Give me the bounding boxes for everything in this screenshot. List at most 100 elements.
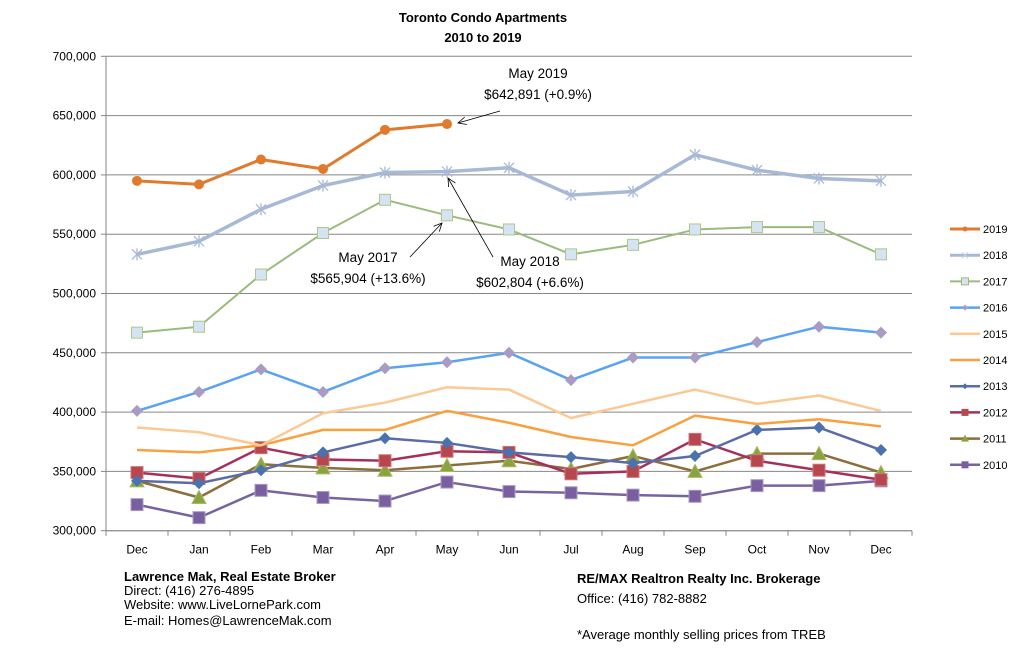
data-point-2012	[688, 432, 702, 446]
data-point-2017	[751, 221, 763, 234]
legend-item-2017: 2017	[950, 276, 1007, 288]
data-point-2010	[130, 498, 144, 512]
annotation-2018: May 2018 $602,804 (+6.6%)	[447, 177, 584, 290]
data-point-2011	[687, 463, 703, 478]
data-point-2018	[379, 166, 391, 179]
data-point-2010	[192, 511, 206, 525]
legend-marker	[961, 408, 969, 416]
y-tick-label: 550,000	[53, 227, 97, 241]
data-point-2017	[193, 320, 205, 333]
arrowhead-icon	[447, 177, 456, 188]
y-tick-label: 500,000	[53, 287, 97, 301]
series-line-2016	[136, 325, 882, 413]
x-tick-label: Jul	[563, 543, 578, 557]
legend-item-2011: 2011	[950, 434, 1007, 446]
annotation-value: $642,891 (+0.9%)	[484, 87, 592, 102]
data-point-2016	[875, 326, 887, 339]
data-point-2011	[811, 445, 827, 461]
series-group	[129, 119, 889, 525]
x-tick-label: Aug	[622, 543, 643, 557]
legend-label: 2012	[983, 407, 1007, 419]
data-point-2011	[377, 462, 393, 477]
x-tick-label: Feb	[251, 543, 272, 557]
data-point-2016	[627, 351, 639, 364]
legend-label: 2013	[983, 381, 1007, 393]
data-point-2017	[689, 223, 701, 236]
data-point-2017	[131, 326, 143, 339]
x-tick-label: Dec	[870, 543, 891, 557]
data-point-2018	[813, 172, 825, 185]
data-point-2013	[379, 432, 391, 445]
chart-title: Toronto Condo Apartments	[399, 10, 567, 25]
data-point-2010	[316, 490, 330, 504]
data-point-2017	[813, 221, 825, 234]
y-axis: 300,000 350,000 400,000 450,000 500,000 550,0…	[53, 49, 107, 538]
broker-name: Lawrence Mak, Real Estate Broker	[124, 569, 336, 584]
annotation-title: May 2019	[508, 66, 567, 81]
y-tick-label: 600,000	[53, 168, 97, 182]
legend-marker	[962, 383, 968, 390]
legend-label: 2011	[983, 434, 1007, 446]
data-point-2010	[378, 494, 392, 508]
series-2015	[136, 385, 882, 447]
data-point-2010	[254, 483, 268, 497]
data-point-2017	[565, 248, 577, 261]
data-point-2018	[131, 248, 143, 261]
x-tick-label: Dec	[126, 543, 147, 557]
data-point-2017	[875, 248, 887, 261]
data-point-2011	[315, 459, 331, 475]
data-point-2013	[875, 444, 887, 457]
series-2019	[132, 119, 452, 190]
data-point-2012	[564, 467, 578, 481]
data-point-2016	[813, 320, 825, 333]
data-point-2018	[875, 174, 887, 187]
data-point-2010	[688, 489, 702, 503]
data-point-2017	[503, 223, 515, 236]
data-source-note: *Average monthly selling prices from TRE…	[577, 627, 826, 642]
x-tick-label: Jan	[189, 543, 208, 557]
legend-marker	[962, 226, 968, 232]
x-tick-label: May	[436, 543, 459, 557]
series-2018	[131, 148, 887, 261]
data-point-2010	[564, 486, 578, 500]
y-tick-label: 650,000	[53, 109, 97, 123]
annotation-2019: May 2019 $642,891 (+0.9%)	[457, 66, 592, 125]
y-tick-label: 400,000	[53, 405, 97, 419]
y-tick-label: 300,000	[53, 524, 97, 538]
data-point-2011	[439, 457, 455, 472]
series-2013	[131, 421, 887, 490]
data-point-2018	[689, 148, 701, 161]
legend-marker	[962, 304, 968, 311]
data-point-2016	[689, 351, 701, 364]
series-line-2015	[136, 385, 882, 447]
annotation-arrow	[447, 177, 494, 258]
annotation-value: $602,804 (+6.6%)	[476, 275, 584, 290]
data-point-2013	[131, 474, 143, 487]
legend-marker	[961, 461, 969, 469]
broker-email[interactable]: E-mail: Homes@LawrenceMak.com	[124, 613, 332, 628]
data-point-2017	[255, 268, 267, 281]
data-point-2018	[627, 185, 639, 198]
series-line-2019	[136, 122, 448, 186]
data-point-2019	[194, 179, 204, 190]
data-point-2016	[317, 385, 329, 398]
data-point-2011	[191, 489, 207, 504]
legend-label: 2016	[983, 303, 1007, 315]
data-point-2019	[318, 163, 328, 174]
legend-label: 2017	[983, 276, 1007, 288]
data-point-2018	[317, 179, 329, 192]
data-point-2016	[131, 404, 143, 417]
legend-label: 2014	[983, 355, 1007, 367]
brokerage-info: RE/MAX Realtron Realty Inc. Brokerage Of…	[577, 572, 826, 642]
data-point-2018	[441, 165, 453, 178]
brokerage-office-phone: Office: (416) 782-8882	[577, 591, 707, 606]
legend-item-2015: 2015	[950, 329, 1007, 341]
annotation-arrow	[457, 110, 501, 124]
data-point-2019	[132, 175, 142, 186]
data-point-2013	[317, 446, 329, 459]
x-tick-label: Oct	[748, 543, 767, 557]
data-point-2012	[874, 473, 888, 487]
broker-website[interactable]: Website: www.LiveLornePark.com	[124, 597, 322, 612]
data-point-2019	[442, 119, 452, 130]
annotations: May 2019 $642,891 (+0.9%) May 2017 $565,904…	[310, 66, 591, 290]
